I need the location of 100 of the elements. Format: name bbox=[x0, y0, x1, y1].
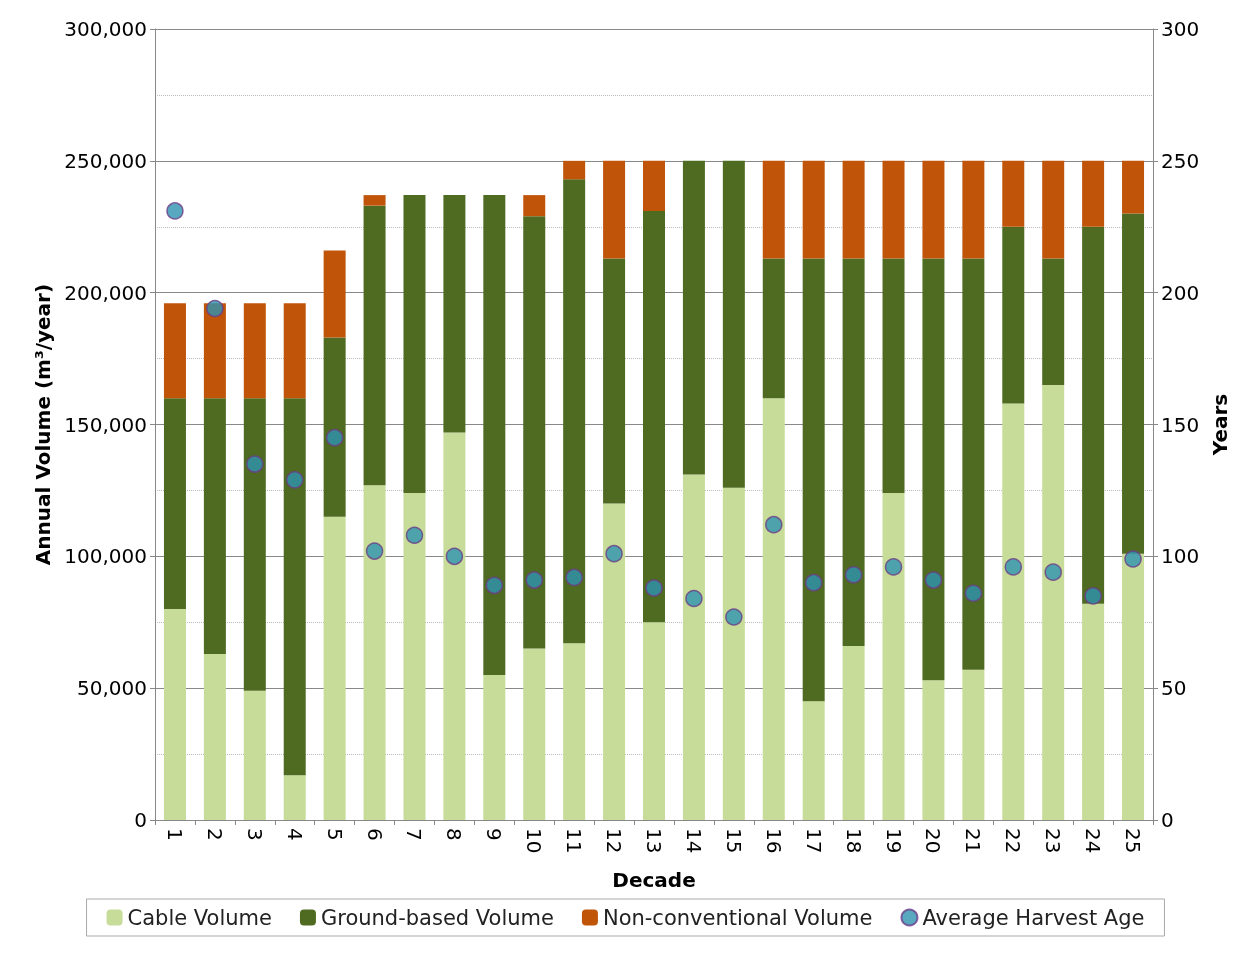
bar bbox=[722, 487, 745, 820]
point bbox=[964, 584, 983, 602]
point bbox=[1124, 550, 1142, 568]
bar bbox=[363, 485, 386, 820]
bar bbox=[163, 398, 186, 610]
bar bbox=[523, 648, 546, 820]
point bbox=[485, 576, 504, 595]
bar bbox=[523, 216, 546, 649]
bar bbox=[243, 398, 266, 691]
x-tick-label: 5 bbox=[322, 828, 347, 841]
bar bbox=[882, 160, 905, 259]
bar bbox=[1002, 226, 1025, 404]
x-tick-label: 12 bbox=[602, 828, 627, 854]
bar bbox=[203, 398, 226, 654]
y-tick-label: 250,000 bbox=[64, 148, 147, 173]
x-tick-label: 8 bbox=[442, 828, 467, 841]
bar bbox=[762, 258, 785, 399]
bar bbox=[323, 337, 346, 517]
bar bbox=[523, 195, 546, 217]
point bbox=[804, 573, 823, 592]
bar bbox=[1002, 160, 1025, 227]
x-tick-label: 9 bbox=[482, 828, 507, 841]
bar bbox=[203, 653, 226, 820]
bar bbox=[882, 258, 905, 494]
y2-tick-label: 50 bbox=[1161, 676, 1187, 701]
x-tick-label: 11 bbox=[562, 828, 587, 854]
point bbox=[884, 558, 903, 576]
bar bbox=[962, 669, 985, 820]
bar bbox=[283, 775, 306, 820]
y-axis-title: Annual Volume (m³/year) bbox=[31, 283, 56, 566]
x-tick-label: 25 bbox=[1121, 828, 1146, 854]
point bbox=[1044, 563, 1062, 581]
point bbox=[924, 571, 943, 589]
x-tick-label: 10 bbox=[522, 828, 547, 854]
bar bbox=[922, 680, 945, 820]
x-tick-label: 6 bbox=[362, 828, 387, 841]
bar bbox=[1042, 160, 1065, 259]
bar bbox=[563, 179, 586, 644]
point bbox=[365, 542, 384, 560]
bar bbox=[762, 160, 785, 259]
bar bbox=[1122, 553, 1145, 820]
point bbox=[1084, 587, 1102, 605]
point bbox=[325, 428, 344, 447]
bar bbox=[842, 645, 865, 820]
x-tick-label: 24 bbox=[1081, 828, 1106, 854]
point bbox=[685, 589, 703, 608]
x-tick-label: 22 bbox=[1001, 828, 1026, 854]
bar bbox=[483, 195, 506, 675]
x-tick-label: 17 bbox=[801, 828, 826, 854]
point bbox=[246, 455, 264, 473]
bar bbox=[643, 622, 665, 820]
bar bbox=[682, 160, 705, 475]
bar bbox=[762, 398, 785, 820]
legend-label: Non-conventional Volume bbox=[602, 905, 873, 930]
x-tick-label: 23 bbox=[1041, 828, 1066, 854]
bar bbox=[163, 609, 186, 820]
bar bbox=[1002, 403, 1025, 820]
bar bbox=[363, 205, 386, 486]
bar bbox=[1042, 384, 1065, 820]
legend-label: Average Harvest Age bbox=[922, 905, 1145, 930]
x-tick-label: 4 bbox=[282, 828, 307, 841]
y2-tick-label: 0 bbox=[1161, 808, 1174, 832]
bar bbox=[962, 258, 985, 670]
bar bbox=[203, 303, 226, 399]
x-tick-label: 16 bbox=[761, 828, 786, 854]
y2-tick-label: 250 bbox=[1161, 148, 1200, 173]
x-tick-label: 15 bbox=[721, 828, 746, 854]
y2-tick-label: 200 bbox=[1161, 280, 1200, 305]
point bbox=[445, 547, 464, 566]
x-tick-label: 18 bbox=[841, 828, 866, 854]
bar bbox=[1042, 258, 1065, 385]
bar bbox=[563, 643, 586, 820]
bar bbox=[1082, 160, 1105, 227]
y2-axis-title: Years bbox=[1208, 393, 1233, 457]
bar bbox=[603, 503, 626, 820]
bar bbox=[643, 210, 665, 623]
point bbox=[565, 568, 583, 587]
legend-label: Cable Volume bbox=[127, 905, 272, 930]
bar bbox=[1122, 160, 1145, 214]
x-tick-label: 20 bbox=[921, 828, 946, 854]
x-tick-label: 7 bbox=[402, 828, 427, 841]
point bbox=[844, 566, 863, 584]
point bbox=[605, 544, 623, 563]
bar bbox=[563, 160, 586, 180]
bar bbox=[243, 303, 266, 399]
bar bbox=[922, 160, 945, 259]
y2-tick-label: 150 bbox=[1161, 412, 1200, 437]
bar bbox=[962, 160, 985, 259]
bar bbox=[842, 258, 865, 646]
x-tick-label: 21 bbox=[961, 828, 986, 854]
y-tick-label: 200,000 bbox=[64, 280, 147, 305]
bar bbox=[1082, 603, 1105, 820]
bar bbox=[603, 160, 626, 259]
x-axis-title: Decade bbox=[612, 868, 696, 892]
x-tick-label: 19 bbox=[881, 828, 906, 854]
bar bbox=[283, 398, 306, 776]
bar bbox=[243, 690, 266, 820]
x-tick-label: 1 bbox=[162, 828, 187, 841]
bar bbox=[802, 701, 825, 820]
y-tick-label: 300,000 bbox=[64, 17, 147, 41]
